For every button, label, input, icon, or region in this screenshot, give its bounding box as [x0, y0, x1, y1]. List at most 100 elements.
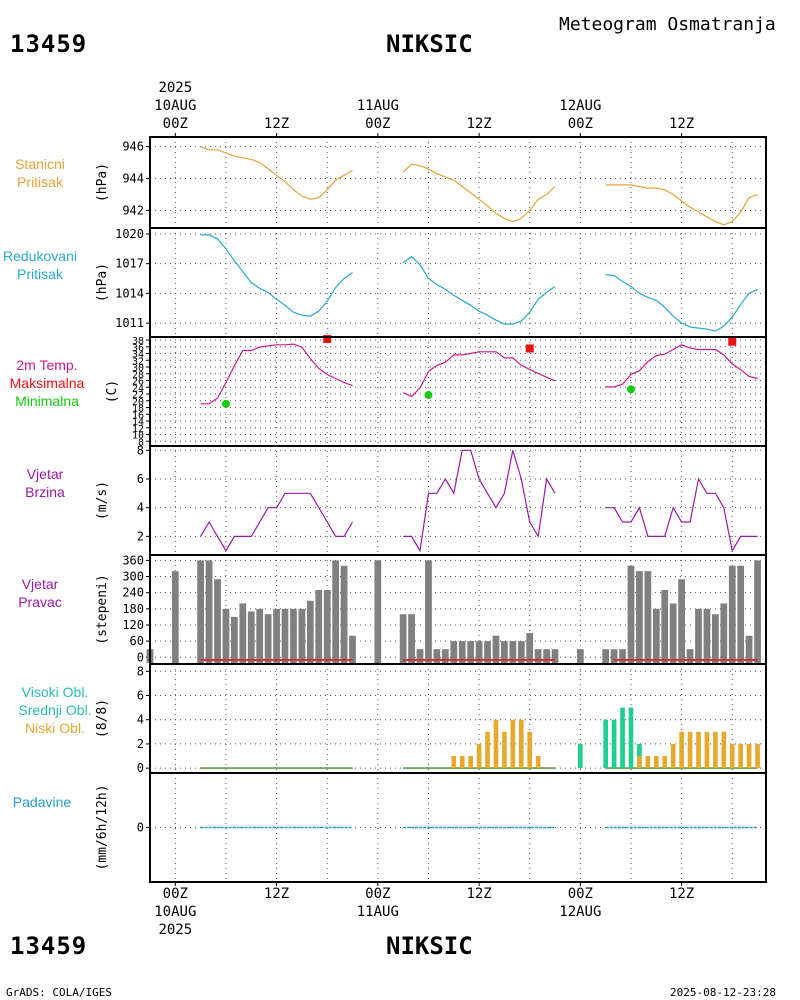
station-pressure-line — [200, 146, 353, 200]
label-line: Pravac — [18, 594, 62, 610]
y-axis-label: (hPa) — [95, 263, 110, 302]
y-tick-label: 8 — [137, 664, 144, 678]
wind-direction-bar — [306, 600, 314, 663]
panel-label-temperature: 2m Temp. Maksimalna Minimalna — [0, 356, 94, 410]
time-tick-label-top: 00Z — [568, 116, 593, 132]
wind-direction-bar — [433, 649, 441, 663]
wind-direction-bar — [644, 571, 652, 663]
y-tick-label: 6 — [137, 472, 144, 486]
wind-direction-bar — [720, 603, 728, 663]
wind-direction-bar — [745, 635, 753, 663]
time-tick-label-bottom: 00Z — [163, 886, 188, 902]
wind-direction-bar — [256, 608, 264, 663]
wind-direction-bar — [408, 614, 415, 663]
min-temp-marker — [221, 399, 230, 408]
low-cloud-bar — [653, 756, 659, 769]
wind-direction-bar — [619, 649, 626, 663]
y-tick-label: 2 — [137, 737, 144, 751]
panel-frame — [149, 336, 767, 447]
label-line: Visoki Obl. — [21, 684, 89, 700]
wind-direction-bar — [475, 641, 483, 663]
low-cloud-bar — [535, 756, 541, 769]
y-tick-label: 1011 — [115, 316, 144, 330]
year-label-top: 2025 — [158, 80, 192, 96]
wind-direction-bar — [273, 608, 280, 663]
wind-direction-bar — [636, 571, 643, 663]
y-tick-label: 16 — [132, 410, 144, 421]
y-tick-label: 944 — [122, 172, 144, 186]
meteogram-subtitle: Meteogram Osmatranja — [559, 14, 776, 35]
wind-direction-bar — [467, 641, 475, 663]
wind-direction-bar — [737, 565, 745, 663]
time-tick-label-top: 00Z — [365, 116, 390, 132]
wind-direction-bar — [264, 614, 272, 663]
low-cloud-bar — [738, 743, 744, 769]
label-line: Maksimalna — [9, 375, 85, 391]
wind-speed-line — [605, 477, 758, 553]
low-cloud-bar — [721, 731, 727, 769]
mid-cloud-bar — [628, 707, 634, 769]
y-tick-label: 8 — [137, 443, 144, 457]
y-tick-label: 60 — [130, 634, 144, 648]
label-line: Redukovani — [3, 248, 77, 264]
label-line: Pritisak — [17, 174, 63, 190]
date-label-bottom: 10AUG — [154, 904, 196, 920]
time-tick-label-top: 12Z — [669, 116, 694, 132]
low-cloud-bar — [468, 756, 473, 769]
reduced-pressure-line — [200, 234, 353, 317]
time-tick-label-bottom: 12Z — [466, 886, 491, 902]
footer-station-name: NIKSIC — [386, 932, 473, 960]
temperature-line — [605, 344, 758, 388]
panel-frame — [149, 772, 767, 883]
wind-direction-bar — [214, 579, 221, 663]
y-tick-label: 12 — [132, 424, 144, 435]
low-cloud-bar — [729, 743, 735, 769]
wind-direction-bar — [669, 603, 677, 663]
y-tick-label: 24 — [132, 383, 144, 394]
date-label-top: 12AUG — [559, 98, 601, 114]
wind-direction-bar — [399, 614, 407, 663]
y-axis-label: (stepeni) — [95, 574, 110, 644]
wind-direction-bar — [534, 649, 542, 663]
wind-direction-bar — [239, 603, 247, 663]
panel-frame — [149, 136, 767, 229]
station-pressure-line — [605, 184, 758, 226]
low-cloud-bar — [645, 756, 651, 769]
low-cloud-bar — [502, 731, 507, 769]
wind-direction-bar — [551, 649, 559, 663]
y-tick-label: 180 — [122, 602, 144, 616]
panel-label-wind-speed: Vjetar Brzina — [0, 465, 90, 501]
y-tick-label: 18 — [132, 404, 144, 415]
wind-direction-bar — [576, 649, 584, 663]
wind-direction-bar — [501, 641, 508, 663]
panel-label-precipitation: Padavine — [0, 793, 84, 811]
wind-direction-bar — [695, 608, 702, 663]
max-temp-marker — [728, 337, 737, 346]
time-tick-label-bottom: 12Z — [264, 886, 289, 902]
time-tick-label-top: 12Z — [466, 116, 491, 132]
y-tick-label: 30 — [132, 363, 144, 374]
low-cloud-bar — [670, 743, 676, 769]
wind-direction-bar — [610, 649, 618, 663]
y-tick-label: 0 — [137, 761, 144, 775]
wind-direction-bar — [661, 589, 669, 663]
wind-direction-bar — [222, 608, 230, 663]
wind-direction-bar — [526, 633, 534, 663]
y-axis-label: (mm/6h/12h) — [95, 784, 110, 870]
y-tick-label: 942 — [122, 203, 144, 217]
time-tick-label-top: 00Z — [163, 116, 188, 132]
y-tick-label: 0 — [137, 650, 144, 664]
wind-direction-bar — [627, 565, 635, 663]
y-tick-label: 4 — [137, 713, 144, 727]
y-tick-label: 300 — [122, 570, 144, 584]
y-tick-label: 20 — [132, 397, 144, 408]
y-tick-label: 360 — [122, 553, 144, 567]
low-cloud-bar — [510, 719, 516, 769]
y-tick-label: 26 — [132, 377, 144, 388]
wind-direction-bar — [340, 565, 348, 663]
y-tick-label: 240 — [122, 586, 144, 600]
y-tick-label: 10 — [132, 431, 144, 442]
low-cloud-bar — [637, 756, 642, 769]
label-line: Minimalna — [15, 393, 79, 409]
wind-direction-bar — [652, 608, 660, 663]
